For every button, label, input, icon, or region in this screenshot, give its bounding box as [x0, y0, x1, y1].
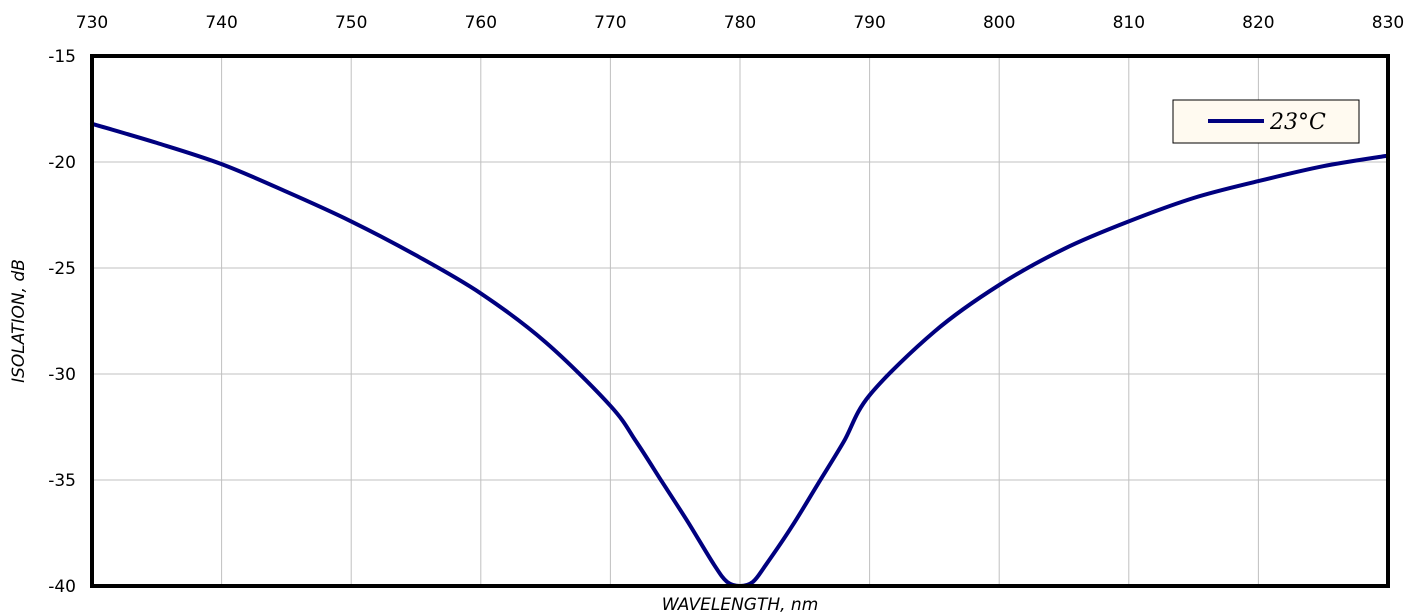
- x-tick-label: 740: [205, 13, 237, 33]
- x-tick-label: 780: [724, 13, 756, 33]
- x-tick-label: 820: [1242, 13, 1274, 33]
- legend-box: [1172, 99, 1360, 144]
- x-tick-label: 760: [465, 13, 497, 33]
- grid-lines: [92, 56, 1388, 586]
- x-tick-label: 800: [983, 13, 1015, 33]
- y-tick-label: -35: [48, 471, 76, 491]
- legend: 23°C: [1172, 99, 1360, 144]
- x-tick-labels: 730 740 750 760 770 780 790 800 810 820 830: [76, 13, 1404, 33]
- y-tick-label: -30: [48, 365, 76, 385]
- x-tick-label: 790: [853, 13, 885, 33]
- y-tick-label: -20: [48, 153, 76, 173]
- y-tick-labels: -15 -20 -25 -30 -35 -40: [48, 47, 76, 597]
- y-axis-title: ISOLATION, dB: [9, 259, 29, 383]
- legend-label: 23°C: [1269, 110, 1326, 135]
- x-tick-label: 770: [594, 13, 626, 33]
- x-tick-label: 810: [1113, 13, 1145, 33]
- x-tick-label: 830: [1372, 13, 1404, 33]
- x-tick-label: 750: [335, 13, 367, 33]
- y-tick-label: -40: [48, 577, 76, 597]
- x-axis-title: WAVELENGTH, nm: [662, 595, 819, 615]
- y-tick-label: -15: [48, 47, 76, 67]
- plot-frame: [90, 54, 1390, 588]
- x-tick-label: 730: [76, 13, 108, 33]
- y-tick-label: -25: [48, 259, 76, 279]
